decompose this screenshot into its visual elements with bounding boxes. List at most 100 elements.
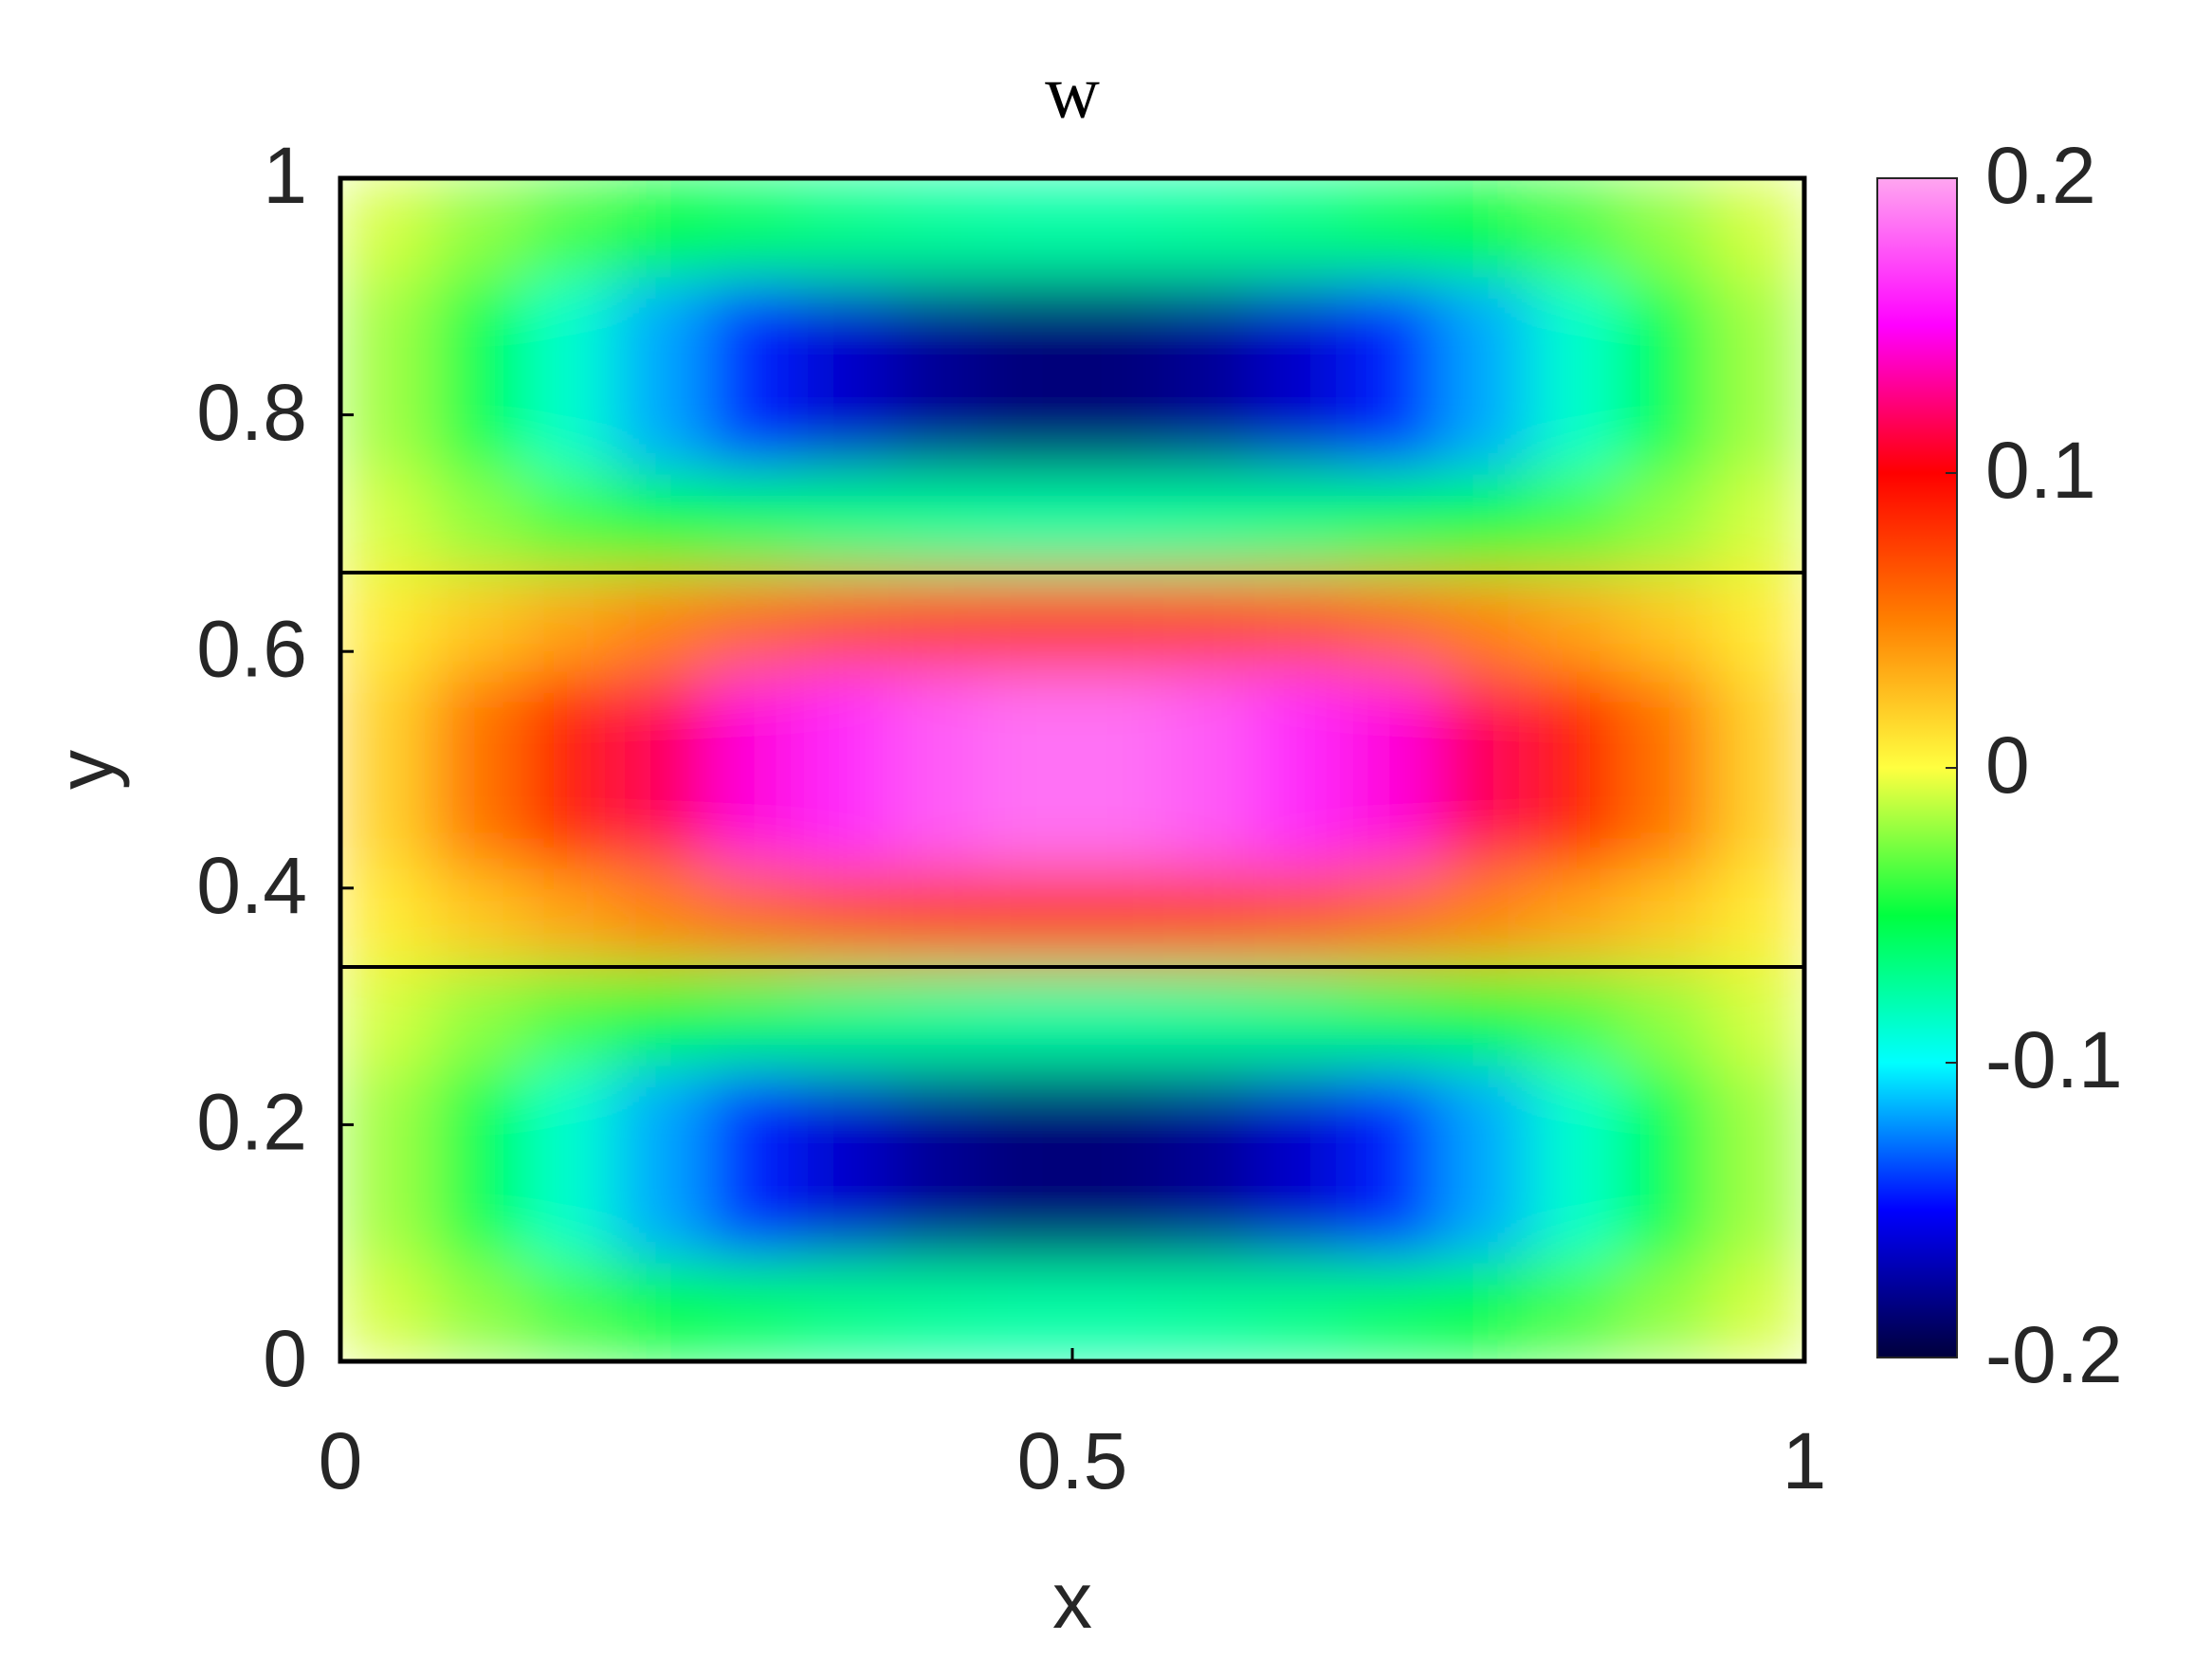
heat-cell	[1529, 178, 1622, 278]
heat-cell	[888, 572, 981, 672]
heat-cell	[797, 473, 890, 574]
heat-cell	[888, 374, 981, 475]
heat-cell	[1163, 966, 1256, 1066]
heat-cell	[980, 1262, 1073, 1361]
x-axis-label: x	[1052, 1556, 1092, 1645]
heat-cell	[522, 473, 615, 574]
heat-cell	[340, 966, 432, 1066]
heat-cell	[1712, 178, 1804, 278]
heat-cell	[797, 1262, 890, 1361]
heat-cell	[705, 966, 798, 1066]
heat-cell	[431, 374, 524, 475]
heat-cell	[1254, 966, 1347, 1066]
heat-cell	[1437, 572, 1530, 672]
heat-cell	[431, 178, 524, 278]
heat-cell	[1254, 670, 1347, 771]
heat-cell	[614, 867, 707, 968]
heat-cell	[705, 178, 798, 278]
heat-cell	[1254, 1163, 1347, 1264]
heat-cell	[1071, 572, 1164, 672]
heat-cell	[1163, 374, 1256, 475]
heat-cell	[980, 178, 1073, 278]
heat-cell	[431, 473, 524, 574]
heat-cell	[1529, 670, 1622, 771]
heat-cell	[1254, 178, 1347, 278]
heat-cell	[1529, 966, 1622, 1066]
heat-cell	[1071, 473, 1164, 574]
heat-cell	[1346, 1163, 1439, 1264]
heat-cell	[1712, 1163, 1804, 1264]
heat-cell	[1437, 1065, 1530, 1165]
heat-cell	[1620, 178, 1713, 278]
heat-cell	[614, 1065, 707, 1165]
heat-cell	[1620, 670, 1713, 771]
heat-cell	[1254, 1065, 1347, 1165]
heat-cell	[1712, 670, 1804, 771]
heat-cell	[705, 1163, 798, 1264]
heat-cell	[1071, 1065, 1164, 1165]
colorbar	[1876, 177, 1958, 1358]
heat-cell	[1071, 276, 1164, 376]
heat-cell	[522, 572, 615, 672]
heat-cell	[1254, 867, 1347, 968]
heat-cell	[797, 178, 890, 278]
heat-cell	[1437, 670, 1530, 771]
heat-cell	[888, 1262, 981, 1361]
heat-cell	[614, 473, 707, 574]
heat-cell	[797, 769, 890, 869]
heat-cell	[705, 1065, 798, 1165]
heat-cell	[431, 966, 524, 1066]
heat-cell	[614, 178, 707, 278]
heat-cell	[614, 374, 707, 475]
heat-cell	[705, 670, 798, 771]
heat-cell	[1620, 867, 1713, 968]
heat-cell	[431, 572, 524, 672]
heat-cell	[1712, 1262, 1804, 1361]
heat-cell	[431, 1065, 524, 1165]
heat-cell	[980, 1163, 1073, 1264]
heat-cell	[1163, 867, 1256, 968]
heat-cell	[340, 1065, 432, 1165]
heat-cell	[1346, 572, 1439, 672]
colorbar-tick-label: 0.1	[1985, 426, 2096, 515]
heat-cell	[1437, 867, 1530, 968]
heat-cell	[1071, 374, 1164, 475]
heat-cell	[1620, 374, 1713, 475]
heat-cell	[1163, 1262, 1256, 1361]
heat-cell	[980, 473, 1073, 574]
heat-cell	[1620, 1163, 1713, 1264]
heat-cell	[1437, 1262, 1530, 1361]
heat-cell	[980, 572, 1073, 672]
heat-cell	[522, 178, 615, 278]
heat-cell	[1620, 473, 1713, 574]
heat-cell	[705, 1262, 798, 1361]
heat-cell	[1529, 473, 1622, 574]
colorbar-tick-label: -0.2	[1985, 1310, 2123, 1399]
heat-cell	[431, 1163, 524, 1264]
heat-cell	[522, 1163, 615, 1264]
heat-cell	[980, 769, 1073, 869]
heat-cell	[797, 670, 890, 771]
heat-cell	[888, 867, 981, 968]
heat-cell	[1163, 1065, 1256, 1165]
heat-cell	[1346, 670, 1439, 771]
heat-cell	[888, 670, 981, 771]
chart-title: w	[1045, 50, 1100, 134]
heat-cell	[1071, 966, 1164, 1066]
heat-cell	[1712, 1065, 1804, 1165]
heat-cell	[888, 178, 981, 278]
heat-cell	[980, 276, 1073, 376]
heat-cell	[1529, 374, 1622, 475]
heat-cell	[705, 473, 798, 574]
heat-cell	[1437, 374, 1530, 475]
y-tick-label: 0	[263, 1314, 307, 1403]
heat-cell	[340, 769, 432, 869]
heat-cell	[888, 473, 981, 574]
heat-cell	[980, 966, 1073, 1066]
heat-cell	[1346, 867, 1439, 968]
heat-cell	[1346, 769, 1439, 869]
heat-cell	[888, 1163, 981, 1264]
heat-cell	[888, 769, 981, 869]
heat-cell	[797, 867, 890, 968]
heat-cell	[431, 670, 524, 771]
